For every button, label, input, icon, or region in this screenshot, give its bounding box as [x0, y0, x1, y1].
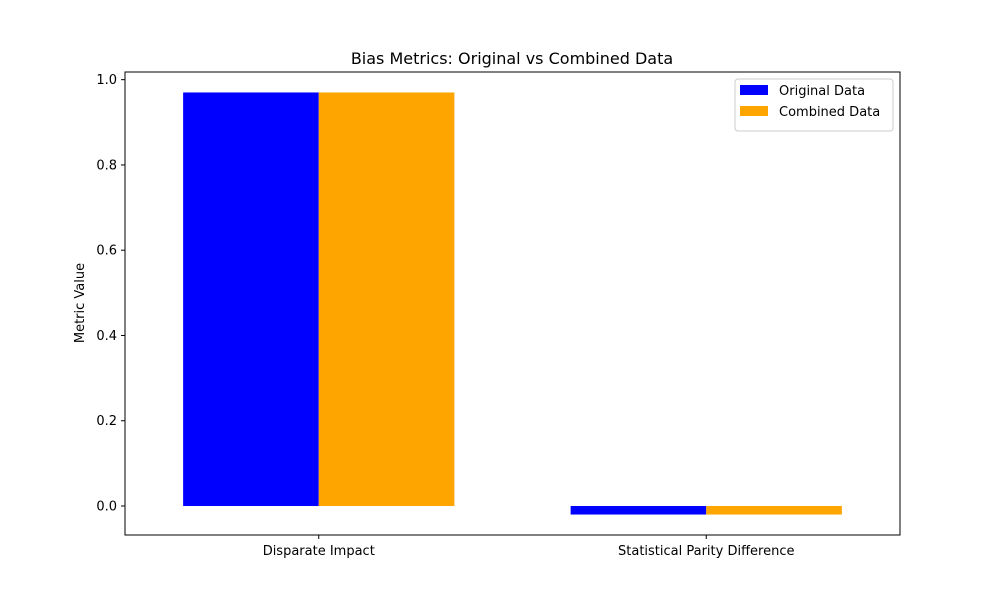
y-tick-label: 1.0 [96, 73, 117, 88]
y-tick-label: 0.8 [96, 158, 117, 173]
bar-1-0 [318, 92, 455, 507]
y-axis-label: Metric Value [73, 263, 88, 343]
y-tick-label: 0.0 [96, 500, 117, 515]
legend-swatch [740, 106, 768, 116]
bar-0-0 [183, 92, 319, 507]
y-tick-label: 0.4 [96, 329, 117, 344]
bar-0-1 [570, 506, 707, 515]
chart-title: Bias Metrics: Original vs Combined Data [351, 49, 673, 68]
bar-1-1 [706, 506, 842, 515]
plot-area: 0.0 0.2 0.4 0.6 0.8 1.0 Disparate Impact Statis… [96, 71, 901, 559]
axes-frame [124, 71, 901, 536]
legend-frame [734, 78, 894, 132]
x-tick-label: Disparate Impact [263, 544, 375, 559]
legend-swatch [740, 85, 768, 95]
y-tick-label: 0.2 [96, 414, 117, 429]
legend-label: Original Data [779, 84, 865, 99]
x-tick-label: Statistical Parity Difference [618, 544, 794, 559]
legend-label: Combined Data [779, 105, 880, 120]
legend: Original Data Combined Data [734, 78, 894, 132]
y-tick-label: 0.6 [96, 244, 117, 259]
